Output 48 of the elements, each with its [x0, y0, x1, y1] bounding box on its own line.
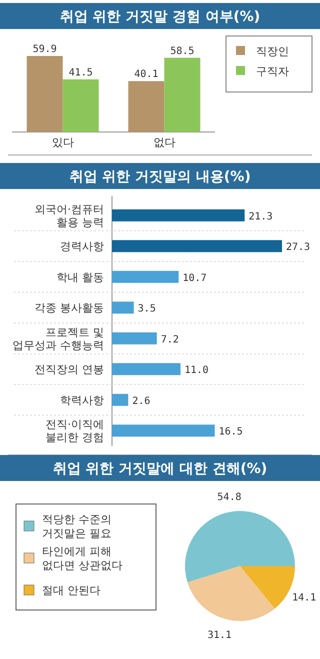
- pie-slice: [185, 511, 295, 582]
- data-label: 40.1: [134, 69, 158, 80]
- bar: [112, 363, 180, 376]
- bar: [62, 79, 99, 132]
- y-tick-label: 전직·이직에 불리한 경험: [46, 418, 104, 444]
- bar: [112, 394, 128, 406]
- bar: [128, 81, 164, 132]
- data-label: 31.1: [208, 630, 232, 641]
- data-label: 58.5: [170, 46, 194, 57]
- bar: [112, 332, 157, 344]
- data-label: 59.9: [32, 44, 57, 55]
- bar: [112, 424, 215, 437]
- bar: [112, 270, 179, 283]
- y-tick-label: 경력사항: [60, 240, 104, 254]
- legend-label: 타인에게 피해 없다면 상관없다: [42, 545, 122, 572]
- bar: [164, 58, 200, 132]
- pie-slice: [187, 566, 275, 621]
- data-label: 2.6: [132, 396, 150, 407]
- legend-label: 절대 안된다: [42, 584, 100, 597]
- y-tick-label: 각종 봉사활동: [34, 302, 104, 315]
- legend-label: 직장인: [256, 45, 289, 58]
- y-tick-label: 학내 활동: [56, 270, 104, 284]
- x-tick-label: 있다: [52, 136, 74, 149]
- data-label: 16.5: [218, 426, 243, 438]
- data-label: 21.3: [248, 211, 273, 222]
- bar: [112, 240, 282, 252]
- x-tick-label: 없다: [153, 136, 176, 149]
- legend-label: 구직자: [256, 65, 289, 78]
- bar: [112, 302, 134, 314]
- y-tick-label: 전직장의 연봉: [34, 363, 104, 376]
- data-label: 11.0: [184, 365, 209, 376]
- data-label: 10.7: [182, 272, 207, 284]
- data-label: 3.5: [138, 304, 156, 315]
- pie-slice: [240, 566, 295, 609]
- y-tick-label: 학력사항: [60, 394, 104, 407]
- bar: [26, 56, 63, 132]
- legend-label: 적당한 수준의 거짓말은 필요: [42, 513, 112, 540]
- y-tick-label: 외국어·컴퓨터 활용 능력: [34, 202, 104, 229]
- chart-title: 취업 위한 거짓말의 내용(%): [69, 169, 251, 185]
- data-label: 41.5: [68, 67, 93, 78]
- data-label: 27.3: [286, 242, 310, 254]
- bar: [112, 209, 245, 222]
- chart-title: 취업 위한 거짓말 경험 여부(%): [60, 9, 260, 25]
- chart-title: 취업 위한 거짓말에 대한 견해(%): [52, 461, 268, 477]
- data-label: 54.8: [217, 492, 242, 503]
- data-label: 7.2: [160, 334, 179, 346]
- y-tick-label: 프로젝트 및 업무성과 수행능력: [12, 326, 104, 352]
- data-label: 14.1: [292, 592, 316, 604]
